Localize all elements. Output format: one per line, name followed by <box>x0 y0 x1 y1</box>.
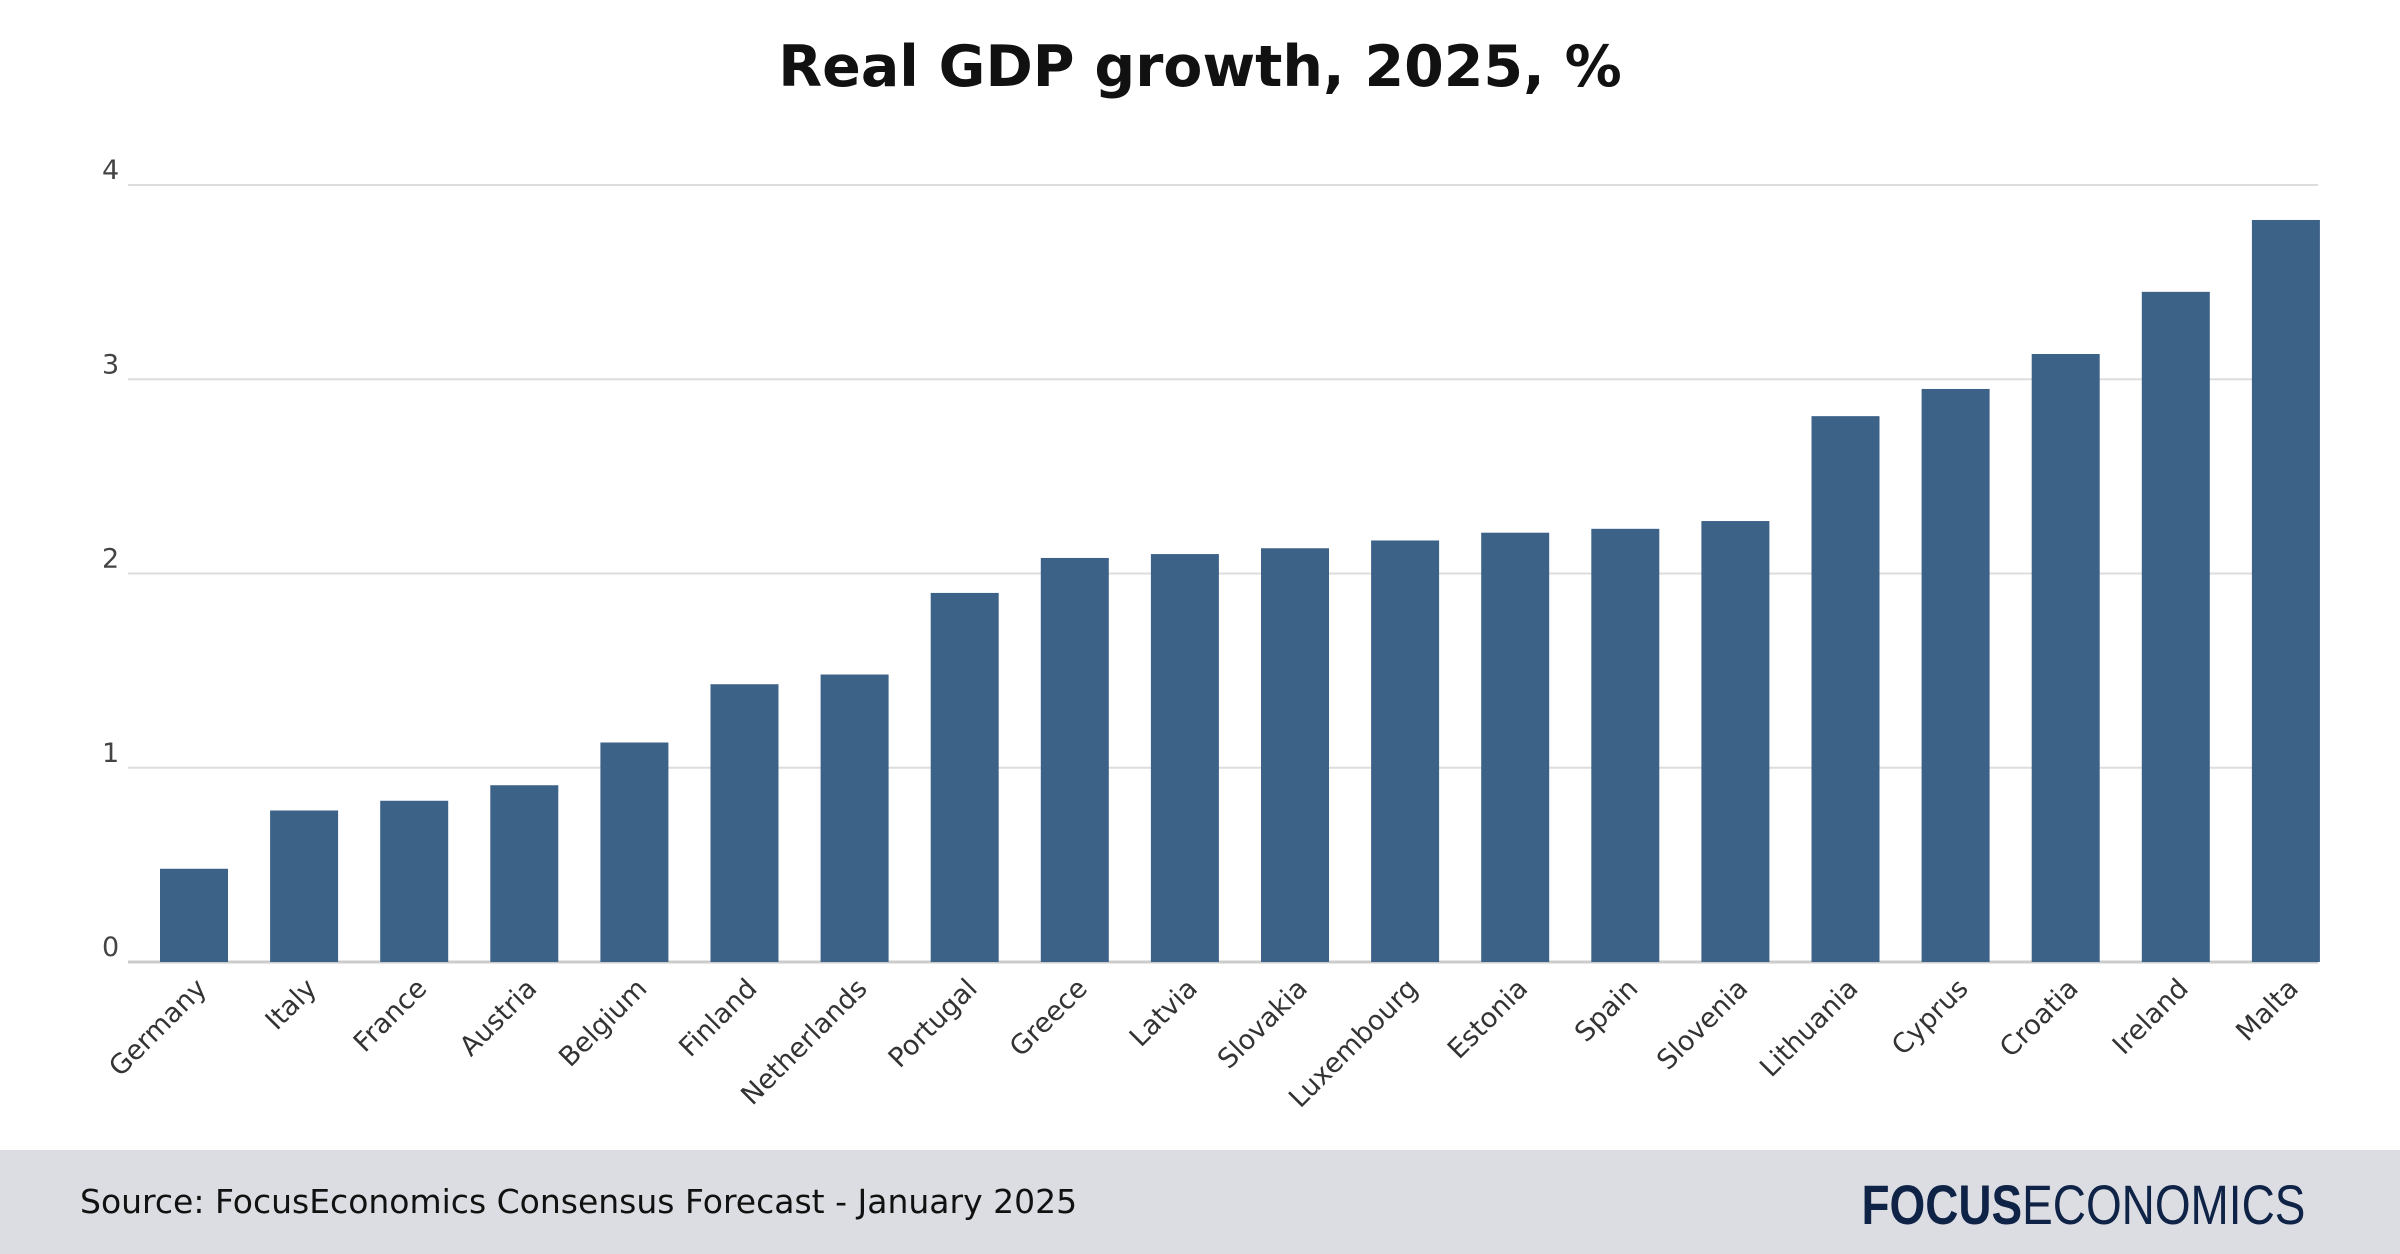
x-axis-labels: Germany Italy France Austria Belgium FinlandN… <box>103 973 2305 1114</box>
source-note: Source: FocusEconomics Consensus Forecas… <box>80 1182 1078 1221</box>
x-tick-label: Greece <box>1004 973 1094 1063</box>
bar-france <box>380 800 449 962</box>
bar-greece <box>1040 557 1109 962</box>
footer: Source: FocusEconomics Consensus Forecas… <box>0 1150 2400 1254</box>
x-tick-label: Italy <box>260 973 323 1036</box>
x-tick-label: Slovenia <box>1651 973 1754 1076</box>
brand-logo-light: ECONOMICS <box>2021 1173 2305 1236</box>
y-tick-label: 4 <box>102 155 119 186</box>
bar-italy <box>270 810 339 962</box>
bar-austria <box>490 785 559 962</box>
bar-luxembourg <box>1371 540 1440 962</box>
bar-slovenia <box>1701 521 1770 962</box>
y-tick-label: 3 <box>102 349 119 380</box>
bar-slovakia <box>1261 548 1329 962</box>
x-tick-label: Estonia <box>1442 973 1534 1065</box>
x-tick-label: Lithuania <box>1754 973 1864 1083</box>
x-tick-label: Latvia <box>1124 973 1204 1053</box>
bar-lithuania <box>1811 416 1880 963</box>
bar-malta <box>2251 219 2320 963</box>
bar-spain <box>1591 528 1660 962</box>
x-tick-label: Finland <box>673 973 763 1063</box>
x-tick-label: Portugal <box>883 973 984 1074</box>
brand-logo: FOCUSECONOMICS <box>1861 1172 2305 1237</box>
x-tick-label: Malta <box>2230 973 2305 1048</box>
bar-estonia <box>1481 532 1550 962</box>
x-tick-label: Germany <box>103 973 213 1083</box>
x-tick-label: Slovakia <box>1212 973 1314 1075</box>
y-tick-label: 1 <box>102 738 119 769</box>
bar-croatia <box>2031 353 2100 962</box>
bars <box>160 219 2320 963</box>
bar-ireland <box>2141 291 2210 962</box>
bar-cyprus <box>1921 388 1990 962</box>
bar-finland <box>710 684 779 962</box>
x-tick-label: Austria <box>454 973 543 1062</box>
chart-title: Real GDP growth, 2025, % <box>778 34 1622 100</box>
bar-netherlands <box>820 674 889 962</box>
x-tick-label: France <box>348 973 433 1058</box>
x-tick-label: Cyprus <box>1886 973 1975 1062</box>
x-tick-label: Belgium <box>553 973 653 1073</box>
x-tick-label: Spain <box>1569 973 1644 1048</box>
bar-belgium <box>600 742 669 962</box>
y-tick-label: 0 <box>102 932 119 963</box>
y-axis-ticks: 0 1 2 3 4 <box>102 155 119 963</box>
bar-portugal <box>930 592 999 962</box>
y-tick-label: 2 <box>102 544 119 575</box>
bar-chart: 0 1 2 3 4 Germany Italy France Austria Belgium Fi… <box>102 155 2320 1114</box>
x-tick-label: Croatia <box>1994 973 2085 1064</box>
x-tick-label: Ireland <box>2107 973 2195 1061</box>
bar-germany <box>160 868 228 962</box>
bar-latvia <box>1150 554 1219 962</box>
brand-logo-bold: FOCUS <box>1861 1173 2022 1236</box>
